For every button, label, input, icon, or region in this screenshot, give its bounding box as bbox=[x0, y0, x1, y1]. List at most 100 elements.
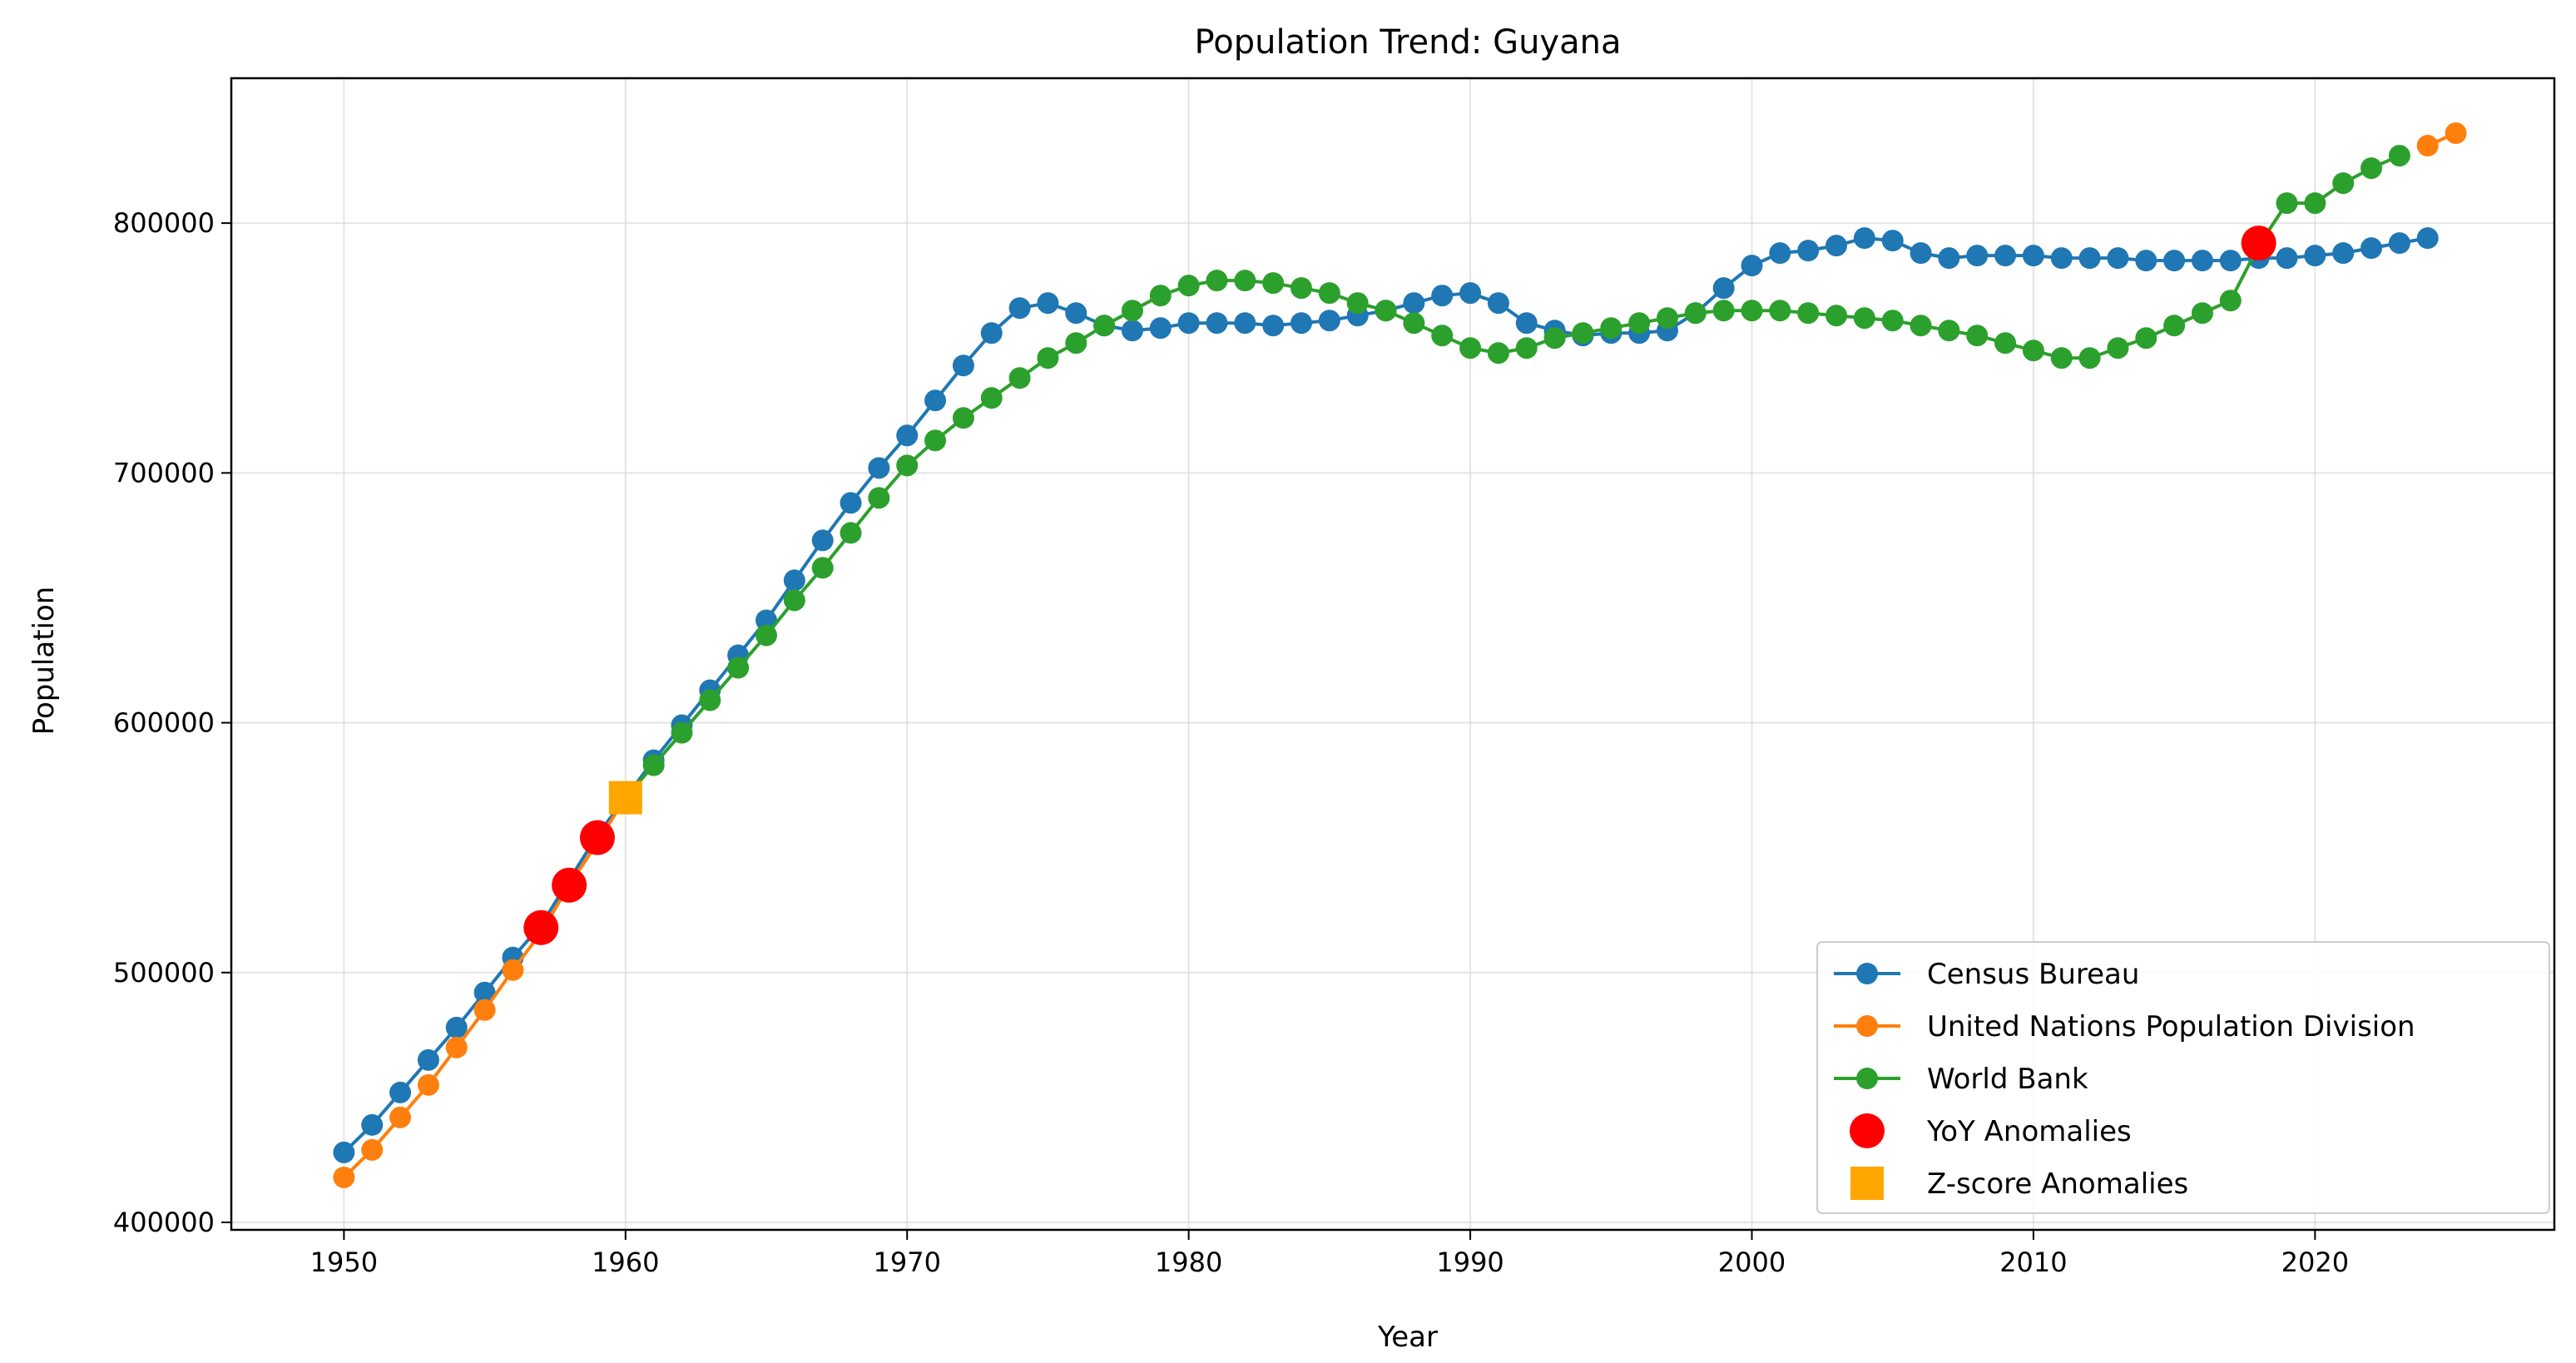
data-point-world-bank bbox=[868, 487, 890, 509]
data-point-world-bank bbox=[1121, 300, 1143, 322]
x-tick-label: 1980 bbox=[1155, 1247, 1222, 1278]
data-point-census-bureau bbox=[1431, 285, 1454, 307]
data-point-world-bank bbox=[2050, 347, 2073, 369]
data-point-census-bureau bbox=[1487, 292, 1509, 315]
data-point-world-bank bbox=[1600, 317, 1622, 340]
data-point-united-nations-population-division bbox=[502, 959, 524, 981]
data-point-census-bureau bbox=[1403, 292, 1425, 315]
legend-entry-world-bank: World Bank bbox=[1834, 1063, 2088, 1096]
data-point-world-bank bbox=[2276, 192, 2298, 215]
data-point-census-bureau bbox=[924, 389, 947, 412]
data-point-census-bureau bbox=[1149, 317, 1172, 340]
x-tick-label: 2020 bbox=[2281, 1247, 2349, 1278]
anomaly-layer bbox=[523, 226, 2276, 945]
chart-title: Population Trend: Guyana bbox=[1195, 23, 1622, 62]
legend-marker-yoy bbox=[1850, 1113, 1885, 1148]
data-point-census-bureau bbox=[2416, 227, 2439, 250]
data-point-world-bank bbox=[811, 557, 834, 579]
data-point-census-bureau bbox=[1881, 230, 1904, 252]
data-point-census-bureau bbox=[417, 1048, 439, 1071]
legend-label-yoy: YoY Anomalies bbox=[1926, 1115, 2132, 1148]
data-point-census-bureau bbox=[1515, 312, 1538, 335]
data-point-world-bank bbox=[2022, 340, 2044, 362]
data-point-census-bureau bbox=[2191, 250, 2213, 272]
data-point-world-bank bbox=[2304, 192, 2326, 215]
data-point-world-bank bbox=[1543, 327, 1566, 349]
x-axis-label: Year bbox=[1377, 1321, 1438, 1354]
data-point-world-bank bbox=[1825, 305, 1848, 327]
data-point-world-bank bbox=[896, 454, 919, 477]
legend-entry-yoy: YoY Anomalies bbox=[1850, 1113, 2132, 1148]
data-point-world-bank bbox=[1234, 270, 1256, 292]
data-point-census-bureau bbox=[980, 322, 1003, 344]
data-point-world-bank bbox=[2078, 347, 2101, 369]
data-point-census-bureau bbox=[2361, 237, 2383, 260]
data-point-census-bureau bbox=[473, 981, 496, 1004]
data-point-census-bureau bbox=[1769, 242, 1791, 265]
data-point-census-bureau bbox=[1262, 315, 1285, 337]
data-point-census-bureau bbox=[783, 569, 805, 592]
data-point-world-bank bbox=[783, 589, 805, 612]
data-point-world-bank bbox=[1910, 315, 1932, 337]
data-point-census-bureau bbox=[1797, 240, 1820, 262]
x-tick-label: 1970 bbox=[873, 1247, 940, 1278]
data-point-world-bank bbox=[1628, 312, 1651, 335]
data-point-census-bureau bbox=[1853, 227, 1875, 250]
data-point-world-bank bbox=[2332, 172, 2355, 195]
x-tick-label: 2000 bbox=[1718, 1247, 1786, 1278]
legend-marker-world-bank bbox=[1856, 1068, 1878, 1089]
yoy-anomaly-point bbox=[523, 909, 559, 945]
legend-frame bbox=[1816, 941, 2550, 1214]
yoy-anomaly-point bbox=[552, 867, 587, 903]
zscore-anomaly-point bbox=[608, 781, 642, 815]
data-point-census-bureau bbox=[2304, 245, 2326, 267]
data-point-world-bank bbox=[2388, 145, 2410, 167]
data-point-census-bureau bbox=[445, 1016, 468, 1038]
series-layer bbox=[333, 122, 2467, 1188]
data-point-united-nations-population-division bbox=[417, 1073, 439, 1096]
data-point-united-nations-population-division bbox=[445, 1036, 468, 1058]
data-point-census-bureau bbox=[1206, 312, 1228, 335]
y-axis: 400000 500000 600000 700000 800000 bbox=[113, 207, 231, 1238]
data-point-united-nations-population-division bbox=[2445, 122, 2467, 145]
data-point-world-bank bbox=[1459, 337, 1482, 359]
x-tick-label: 1950 bbox=[310, 1247, 378, 1278]
data-point-census-bureau bbox=[896, 424, 919, 447]
data-point-census-bureau bbox=[333, 1141, 355, 1163]
data-point-census-bureau bbox=[1966, 245, 1989, 267]
data-point-world-bank bbox=[2361, 157, 2383, 180]
data-point-world-bank bbox=[1994, 332, 2017, 354]
data-point-census-bureau bbox=[2022, 245, 2044, 267]
data-point-census-bureau bbox=[2078, 247, 2101, 270]
data-point-world-bank bbox=[1065, 332, 1087, 354]
data-point-world-bank bbox=[1487, 342, 1509, 364]
data-point-world-bank bbox=[2219, 290, 2242, 312]
data-point-world-bank bbox=[1318, 282, 1340, 305]
plot-frame bbox=[230, 77, 2556, 1232]
data-point-united-nations-population-division bbox=[333, 1166, 355, 1188]
data-point-world-bank bbox=[2135, 327, 2157, 349]
data-point-world-bank bbox=[1881, 310, 1904, 332]
yoy-anomaly-point bbox=[579, 820, 615, 855]
data-point-world-bank bbox=[924, 429, 947, 452]
data-point-census-bureau bbox=[1065, 302, 1087, 325]
data-point-world-bank bbox=[1375, 300, 1397, 322]
data-point-census-bureau bbox=[2163, 250, 2186, 272]
y-tick-label: 800000 bbox=[113, 207, 215, 239]
data-point-world-bank bbox=[1149, 285, 1172, 307]
legend-label-un: United Nations Population Division bbox=[1927, 1010, 2415, 1043]
data-point-world-bank bbox=[727, 657, 750, 679]
data-point-world-bank bbox=[699, 689, 721, 711]
data-point-census-bureau bbox=[868, 457, 890, 479]
data-point-world-bank bbox=[1515, 337, 1538, 359]
data-point-world-bank bbox=[1938, 320, 1960, 342]
data-point-world-bank bbox=[1008, 367, 1031, 389]
data-point-census-bureau bbox=[1459, 282, 1482, 305]
data-point-world-bank bbox=[1177, 275, 1200, 297]
data-point-census-bureau bbox=[1994, 245, 2017, 267]
data-point-world-bank bbox=[2191, 302, 2213, 325]
y-tick-label: 600000 bbox=[113, 707, 215, 739]
data-point-census-bureau bbox=[1910, 242, 1932, 265]
data-point-world-bank bbox=[1741, 300, 1763, 322]
legend-entry-census-bureau: Census Bureau bbox=[1834, 958, 2139, 991]
